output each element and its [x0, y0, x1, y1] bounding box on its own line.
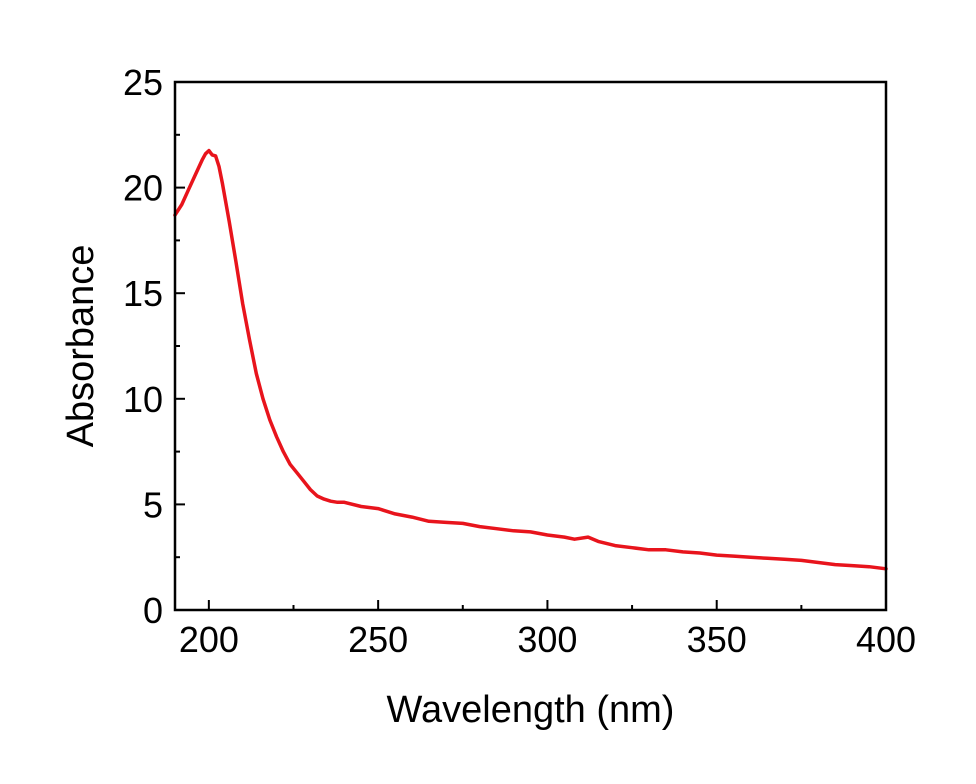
y-tick-label: 15 [123, 273, 163, 314]
absorbance-series-line [173, 148, 888, 571]
x-tick-label: 300 [517, 619, 577, 660]
tick-labels: 200 250 300 350 400 0 5 10 15 20 25 [123, 62, 916, 660]
y-tick-label: 10 [123, 379, 163, 420]
x-tick-label: 350 [687, 619, 747, 660]
y-axis-title: Absorbance [60, 245, 102, 448]
y-tick-label: 0 [143, 590, 163, 631]
x-axis-title: Wavelength (nm) [387, 689, 675, 731]
x-tick-label: 400 [856, 619, 916, 660]
y-tick-label: 20 [123, 168, 163, 209]
x-tick-label: 250 [348, 619, 408, 660]
series-group [173, 148, 888, 571]
y-tick-label: 25 [123, 62, 163, 103]
y-tick-label: 5 [143, 484, 163, 525]
x-tick-label: 200 [179, 619, 239, 660]
plot-frame [173, 80, 888, 612]
